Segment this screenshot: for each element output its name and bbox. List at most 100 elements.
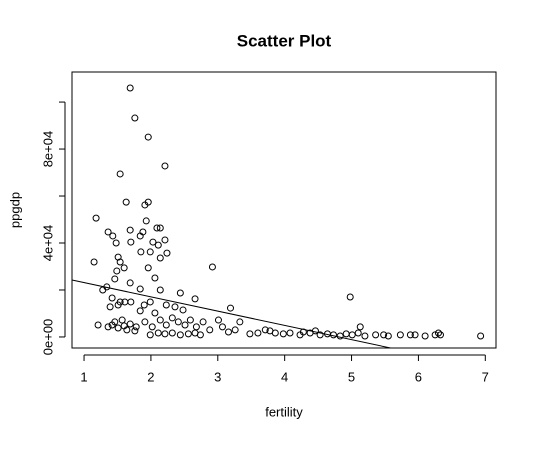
- point: [114, 324, 122, 332]
- point: [162, 301, 170, 309]
- plot-box: [71, 71, 497, 349]
- point: [146, 331, 154, 339]
- point: [112, 239, 120, 247]
- point: [113, 267, 121, 275]
- point: [191, 295, 199, 303]
- point: [144, 133, 152, 141]
- point: [348, 331, 356, 339]
- point: [384, 332, 392, 340]
- point: [141, 201, 149, 209]
- point: [372, 331, 380, 339]
- point: [151, 309, 159, 317]
- point: [92, 214, 100, 222]
- point: [151, 274, 159, 282]
- point: [421, 332, 429, 340]
- point: [111, 275, 119, 283]
- point: [131, 114, 139, 122]
- point: [156, 316, 164, 324]
- point: [231, 326, 239, 334]
- point: [356, 323, 364, 331]
- point: [208, 263, 216, 271]
- point: [156, 224, 164, 232]
- point: [118, 316, 126, 324]
- point: [261, 326, 269, 334]
- point: [162, 321, 170, 329]
- point: [168, 314, 176, 322]
- point: [136, 285, 144, 293]
- point: [161, 162, 169, 170]
- point: [132, 323, 140, 331]
- x-tick-label: 5: [348, 369, 355, 384]
- point: [434, 329, 442, 337]
- y-axis-label: ppgdp: [7, 192, 22, 228]
- point: [168, 329, 176, 337]
- point: [161, 236, 169, 244]
- point: [104, 323, 112, 331]
- point: [122, 198, 130, 206]
- point: [127, 298, 135, 306]
- fit-line: [71, 279, 391, 349]
- y-tick-label: 0e+00: [40, 319, 55, 356]
- y-tick-label: 4e+04: [40, 225, 55, 262]
- point: [156, 254, 164, 262]
- x-tick-label: 1: [80, 369, 87, 384]
- point: [146, 248, 154, 256]
- point: [196, 331, 204, 339]
- point: [218, 323, 226, 331]
- point: [199, 318, 207, 326]
- y-tick-label: 8e+04: [40, 131, 55, 168]
- point: [148, 323, 156, 331]
- point: [477, 332, 485, 340]
- point: [104, 228, 112, 236]
- point: [176, 331, 184, 339]
- point: [171, 303, 179, 311]
- point: [127, 238, 135, 246]
- point: [316, 331, 324, 339]
- point: [411, 331, 419, 339]
- point: [90, 258, 98, 266]
- point: [108, 294, 116, 302]
- point: [184, 330, 192, 338]
- x-tick-label: 3: [214, 369, 221, 384]
- point: [136, 232, 144, 240]
- point: [123, 326, 131, 334]
- point: [136, 307, 144, 315]
- x-axis-label: fertility: [265, 404, 303, 419]
- point: [161, 330, 169, 338]
- point: [186, 316, 194, 324]
- point: [126, 84, 134, 92]
- point: [116, 258, 124, 266]
- point: [141, 318, 149, 326]
- point: [396, 331, 404, 339]
- point: [109, 232, 117, 240]
- point: [226, 304, 234, 312]
- point: [111, 318, 119, 326]
- point: [126, 320, 134, 328]
- point: [137, 248, 145, 256]
- point: [406, 331, 414, 339]
- point: [154, 241, 162, 249]
- point: [126, 279, 134, 287]
- point: [206, 326, 214, 334]
- point: [224, 328, 232, 336]
- point: [144, 264, 152, 272]
- point: [354, 329, 362, 337]
- point: [271, 329, 279, 337]
- point: [131, 327, 139, 335]
- point: [176, 289, 184, 297]
- point: [149, 238, 157, 246]
- point: [179, 306, 187, 314]
- x-tick-label: 4: [281, 369, 288, 384]
- point: [246, 330, 254, 338]
- point: [236, 318, 244, 326]
- point: [120, 264, 128, 272]
- point: [361, 332, 369, 340]
- point: [346, 293, 354, 301]
- point: [116, 170, 124, 178]
- point: [94, 321, 102, 329]
- chart-title: Scatter Plot: [237, 31, 332, 50]
- point: [380, 331, 388, 339]
